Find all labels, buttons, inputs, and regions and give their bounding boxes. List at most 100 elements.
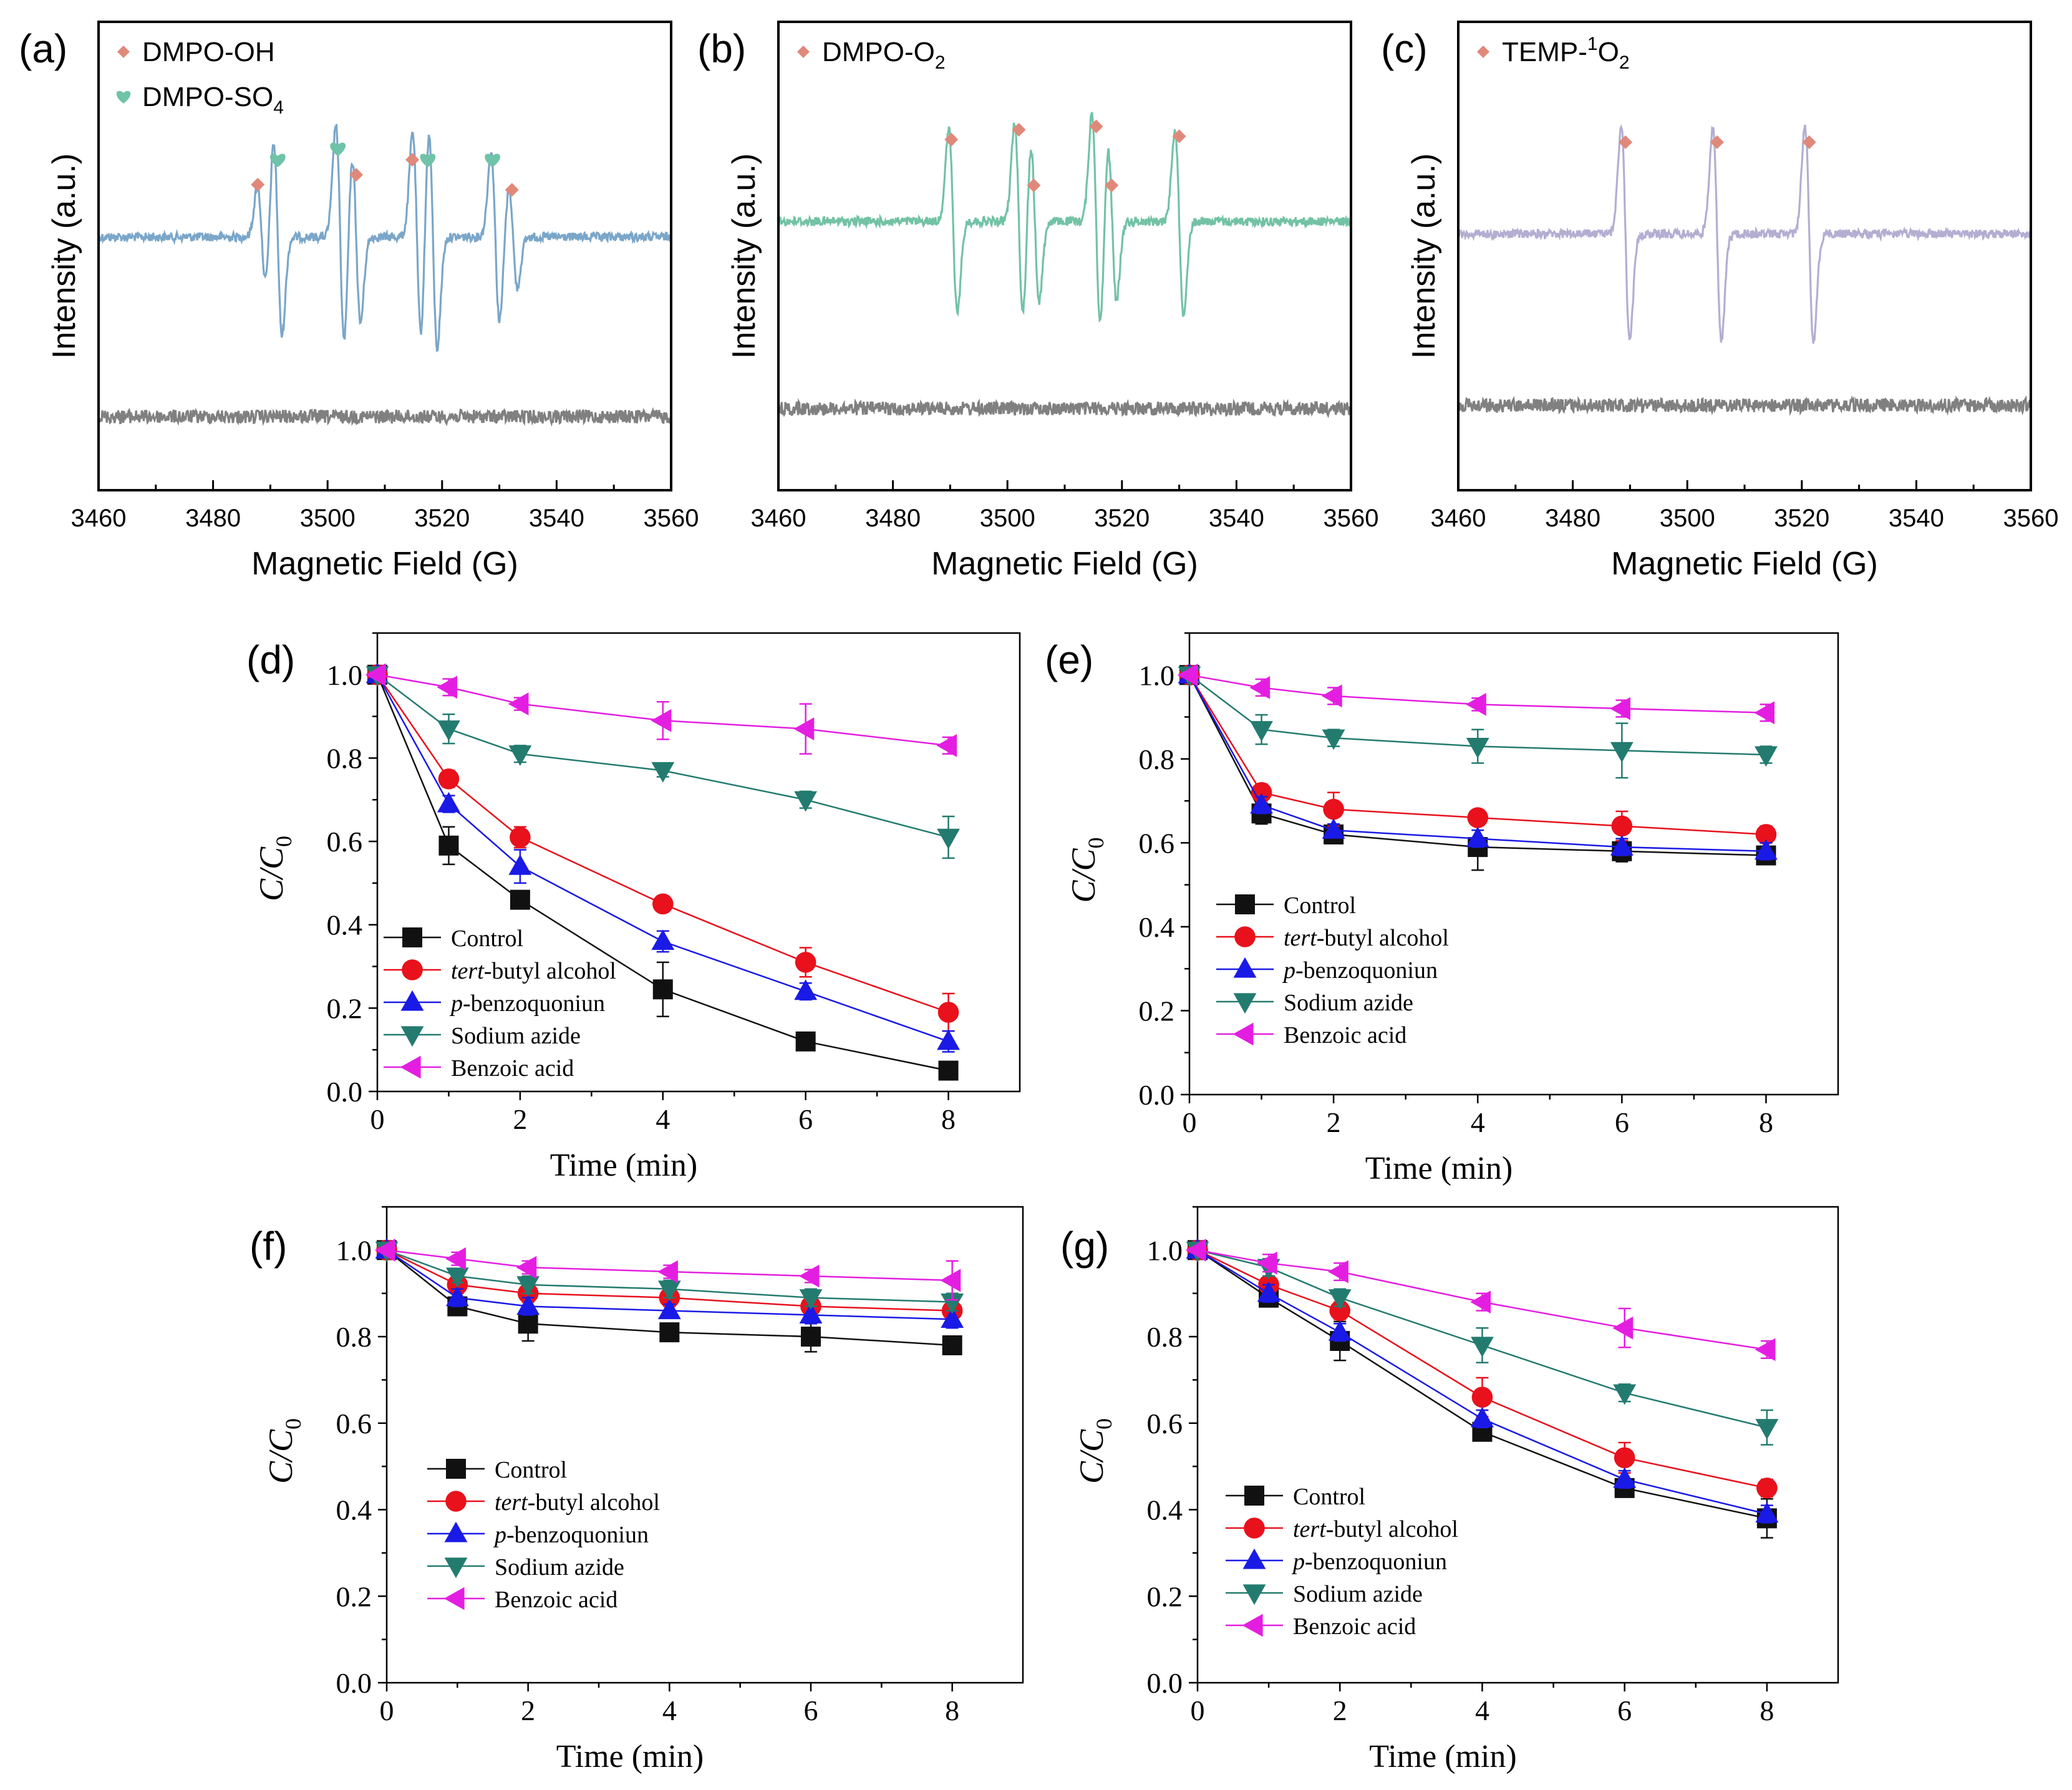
data-point [1471, 1386, 1493, 1408]
data-point [438, 768, 460, 790]
data-point [518, 1313, 538, 1334]
data-point [937, 1002, 959, 1023]
x-axis-label: Magnetic Field (G) [931, 546, 1198, 582]
plot-frame [1457, 21, 2032, 491]
x-tick-label: 0 [380, 1695, 394, 1726]
legend-label-subscript: 4 [273, 97, 284, 118]
data-point [799, 1289, 823, 1310]
y-tick-label: 0.2 [1147, 1580, 1183, 1612]
x-tick-label: 3540 [529, 505, 584, 532]
x-axis-label: Magnetic Field (G) [1611, 546, 1878, 582]
data-point [1754, 701, 1775, 725]
panel-label: (b) [697, 26, 746, 71]
epr-spectrum-line [97, 123, 672, 352]
control-spectrum-line [777, 398, 1352, 418]
legend-label: p-benzoquoniun [449, 990, 605, 1017]
legend-label: DMPO-OH [142, 37, 275, 67]
data-point [1257, 1281, 1280, 1302]
series-line [386, 1249, 952, 1303]
series-line [376, 674, 949, 1014]
legend-marker [1242, 1613, 1263, 1637]
data-point [940, 1269, 961, 1292]
legend-marker [444, 1521, 468, 1542]
data-point [1250, 721, 1273, 742]
x-axis-label: Magnetic Field (G) [251, 546, 518, 582]
diamond-marker [1027, 178, 1041, 193]
data-point [937, 828, 960, 849]
data-point [941, 1307, 964, 1328]
legend-label-rest: -butyl alcohol [1317, 925, 1449, 951]
data-point [1321, 684, 1342, 708]
data-point [1610, 835, 1634, 856]
x-tick-label: 3480 [1545, 505, 1600, 532]
diamond-marker [1710, 135, 1724, 149]
data-point [1322, 818, 1345, 839]
y-tick-label: 0.2 [1139, 995, 1175, 1027]
series-line [377, 674, 949, 838]
legend-label-text: p-benzoquoniun [1282, 957, 1438, 984]
legend-marker [446, 1459, 466, 1479]
legend-label: Sodium azide [1284, 990, 1413, 1016]
y-axis-label: C/C0 [253, 836, 296, 901]
data-point [1471, 1406, 1494, 1428]
data-point [941, 1294, 964, 1314]
plot-frame [385, 1206, 1024, 1684]
legend-label: Sodium azide [495, 1554, 624, 1580]
x-tick-label: 3500 [300, 505, 356, 532]
series-line [1197, 1249, 1768, 1519]
data-point [1329, 1300, 1351, 1322]
diamond-marker [1619, 135, 1633, 149]
data-point [1466, 738, 1489, 758]
legend-label-italic: p [1291, 1549, 1305, 1575]
data-point [1256, 1251, 1277, 1275]
series-line [376, 674, 949, 1072]
data-point [516, 1276, 540, 1297]
series-line [1189, 674, 1766, 756]
data-point [1185, 1238, 1206, 1262]
x-tick-label: 6 [798, 1103, 813, 1135]
x-tick-label: 3460 [71, 505, 127, 532]
diamond-marker [1105, 178, 1119, 193]
panel-label: (f) [249, 1224, 287, 1269]
legend-diamond-icon [797, 46, 810, 58]
data-point [1755, 839, 1778, 860]
data-point [1470, 1290, 1491, 1313]
panel-label: (a) [19, 26, 67, 71]
y-tick-label: 1.0 [336, 1234, 372, 1266]
plot-frame [376, 632, 1021, 1093]
x-tick-label: 6 [1617, 1695, 1632, 1726]
x-tick-label: 2 [521, 1695, 535, 1726]
x-tick-label: 6 [804, 1695, 818, 1726]
y-tick-label: 0.4 [1139, 911, 1175, 943]
diamond-marker [944, 132, 959, 147]
legend-label-text: DMPO-O [822, 37, 935, 67]
x-tick-label: 6 [1615, 1106, 1629, 1138]
x-axis-label: Time (min) [556, 1739, 704, 1774]
y-axis-label-text: C/C [1073, 1429, 1110, 1484]
panel-label: (g) [1060, 1224, 1109, 1269]
x-tick-label: 0 [370, 1103, 385, 1135]
legend-heart-icon [116, 90, 131, 104]
legend-label-italic: p [1282, 957, 1295, 984]
data-point [1249, 676, 1271, 699]
y-axis-label: C/C0 [1065, 837, 1108, 902]
data-point [1471, 1337, 1494, 1358]
heart-marker [330, 142, 346, 157]
legend-label: p-benzoquoniun [493, 1522, 649, 1548]
legend-label-text: Control [495, 1457, 567, 1483]
legend-marker [1244, 1517, 1265, 1539]
legend-marker [402, 959, 423, 980]
legend-label-subscript: 2 [1619, 52, 1630, 73]
series-line [1188, 674, 1766, 853]
data-point [516, 1255, 537, 1279]
data-point [438, 835, 459, 856]
diamond-marker [251, 178, 265, 191]
panel-label: (e) [1045, 637, 1093, 682]
data-point [1610, 697, 1630, 720]
data-point [1755, 1502, 1779, 1523]
x-tick-label: 0 [1191, 1695, 1205, 1726]
legend-marker [445, 1491, 467, 1512]
y-tick-label: 1.0 [327, 659, 363, 691]
y-axis-label: Intensity (a.u.) [726, 153, 762, 359]
